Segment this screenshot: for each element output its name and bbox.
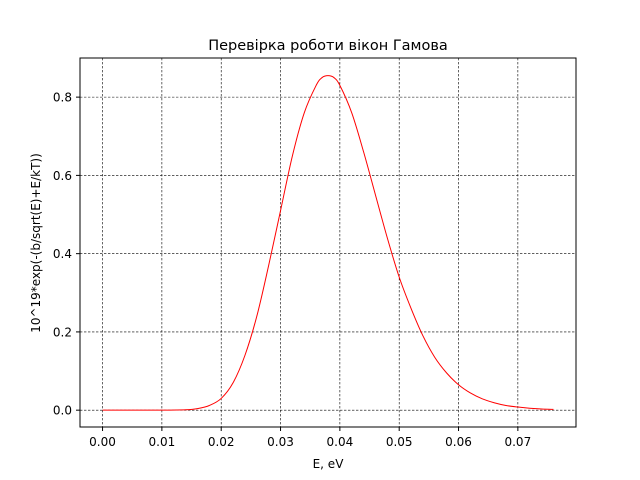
x-tick-label: 0.04 [327, 435, 354, 449]
x-tick-label: 0.07 [504, 435, 531, 449]
series-layer [102, 75, 554, 411]
grid [80, 58, 576, 427]
y-tick-label: 0.2 [53, 325, 72, 339]
series-line [102, 75, 554, 411]
x-tick-label: 0.03 [267, 435, 294, 449]
plot-frame [79, 57, 577, 428]
y-axis: 0.0 0.2 0.4 0.6 0.8 [53, 91, 80, 418]
x-tick-label: 0.02 [208, 435, 235, 449]
y-tick-label: 0.8 [53, 91, 72, 105]
y-tick-label: 0.6 [53, 169, 72, 183]
y-tick-label: 0.0 [53, 404, 72, 418]
x-axis: 0.00 0.01 0.02 0.03 0.04 0.05 0.06 0.07 [89, 427, 531, 449]
x-tick-label: 0.05 [386, 435, 413, 449]
x-axis-label: E, eV [313, 457, 345, 471]
y-axis-label: 10^19*exp(-(b/sqrt(E)+E/kT)) [29, 153, 43, 333]
x-tick-label: 0.06 [445, 435, 472, 449]
x-tick-label: 0.01 [149, 435, 176, 449]
x-tick-label: 0.00 [89, 435, 116, 449]
chart-title: Перевірка роботи вікон Гамова [208, 38, 448, 54]
y-tick-label: 0.4 [53, 247, 72, 261]
